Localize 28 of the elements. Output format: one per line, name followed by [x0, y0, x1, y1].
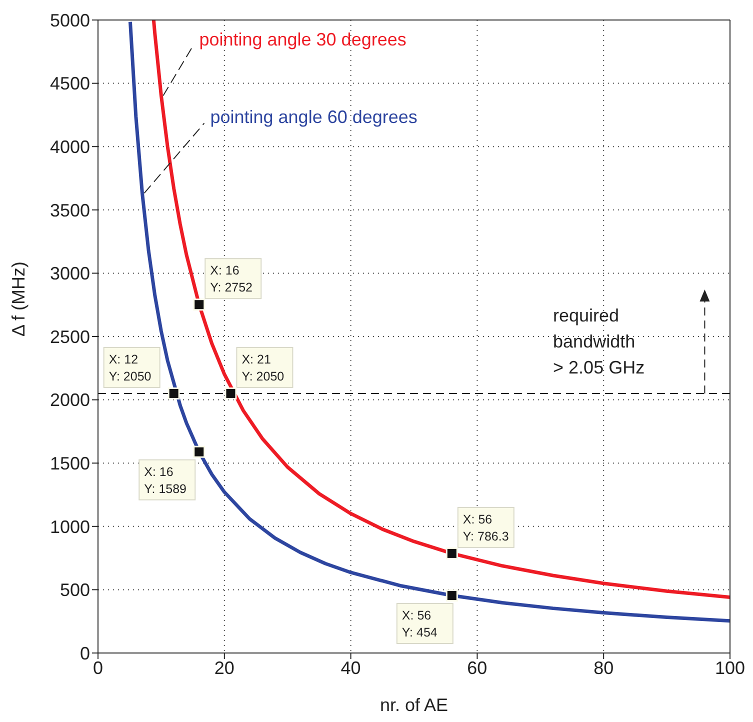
y-tick-label: 4000 [50, 136, 90, 157]
y-tick-label: 4500 [50, 74, 90, 94]
y-tick-label: 1500 [50, 453, 90, 474]
annotation: X: 16 Y: 1589 [144, 464, 187, 496]
annotation: X: 56 Y: 454 [402, 608, 438, 640]
y-tick-label: 500 [60, 580, 90, 600]
annotation: X: 12 Y: 2050 [108, 352, 152, 384]
x-axis-title: nr. of AE [380, 695, 448, 715]
annotation: X: 16 Y: 2752 [210, 264, 253, 295]
x-tick-label: 40 [340, 658, 361, 678]
x-tick-label: 80 [594, 658, 614, 678]
y-tick-label: 2000 [50, 390, 90, 410]
y-axis-title: Δ f (MHz) [8, 261, 28, 336]
ref-line-label: required bandwidth > 2.05 GHz [553, 305, 645, 378]
y-tick-label: 3500 [50, 200, 90, 220]
text: pointing angle 60 degrees [210, 107, 418, 128]
text: pointing angle 30 degrees [199, 30, 406, 50]
y-tick-label: 2500 [50, 326, 90, 347]
x-tick-label: 100 [714, 658, 746, 678]
x-tick-label: 0 [92, 658, 104, 678]
annotation: X: 56 Y: 786.3 [462, 512, 509, 544]
y-tick-label: 1000 [50, 516, 90, 537]
annotation: X: 21 Y: 2050 [242, 352, 284, 384]
y-tick-label: 5000 [50, 10, 90, 30]
y-tick-label: 3000 [50, 264, 90, 284]
x-tick-label: 20 [214, 658, 234, 678]
y-tick-label: 0 [80, 643, 90, 664]
x-tick-label: 60 [467, 658, 488, 678]
